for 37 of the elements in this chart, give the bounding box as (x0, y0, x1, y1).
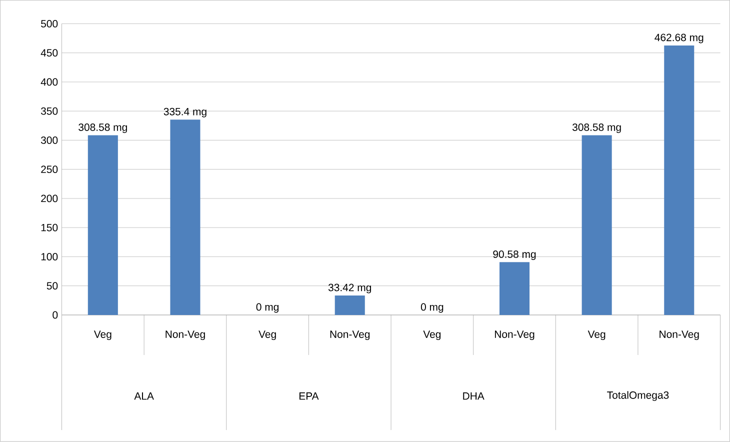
data-label: 308.58 mg (78, 124, 127, 134)
text: ALA (134, 392, 154, 400)
x-tick-label: Non-Veg (494, 330, 534, 340)
x-tick-label: Veg (423, 330, 441, 340)
bar (88, 135, 118, 316)
x-tick-label: Veg (588, 330, 606, 340)
y-tick-label: 200 (41, 194, 58, 202)
data-label: 462.68 mg (654, 34, 704, 44)
y-tick-label: 300 (40, 136, 58, 144)
y-tick-label: 450 (40, 49, 58, 57)
data-label: 308.58 mg (572, 124, 621, 134)
bar (499, 262, 530, 316)
y-tick-label: 100 (41, 253, 58, 261)
data-label: 90.58 mg (493, 250, 536, 260)
data-label: 0 mg (420, 303, 444, 313)
y-tick-label: 150 (41, 224, 58, 232)
y-tick-label: 350 (40, 108, 58, 115)
x-tick-label: Non-Veg (330, 330, 370, 340)
y-tick-label: 500 (41, 20, 58, 28)
text: TotalOmega3 (607, 391, 669, 402)
data-label: 33.42 mg (328, 284, 372, 294)
bar (170, 120, 200, 316)
bar (334, 296, 365, 316)
y-tick-label: 400 (40, 78, 58, 86)
x-tick-label: Veg (94, 330, 112, 340)
y-tick-label: 0 (52, 311, 58, 319)
bar (582, 135, 612, 316)
x-tick-label: Veg (258, 330, 276, 340)
x-tick-label: Non-Veg (660, 330, 699, 340)
data-label: 335.4 mg (164, 108, 206, 118)
bar (664, 46, 694, 316)
text: DHA (463, 392, 484, 400)
data-label: 0 mg (256, 303, 278, 313)
y-tick-label: 50 (46, 282, 58, 290)
x-tick-label: Non-Veg (166, 330, 205, 340)
y-tick-label: 250 (41, 166, 58, 174)
text: EPA (299, 392, 319, 400)
